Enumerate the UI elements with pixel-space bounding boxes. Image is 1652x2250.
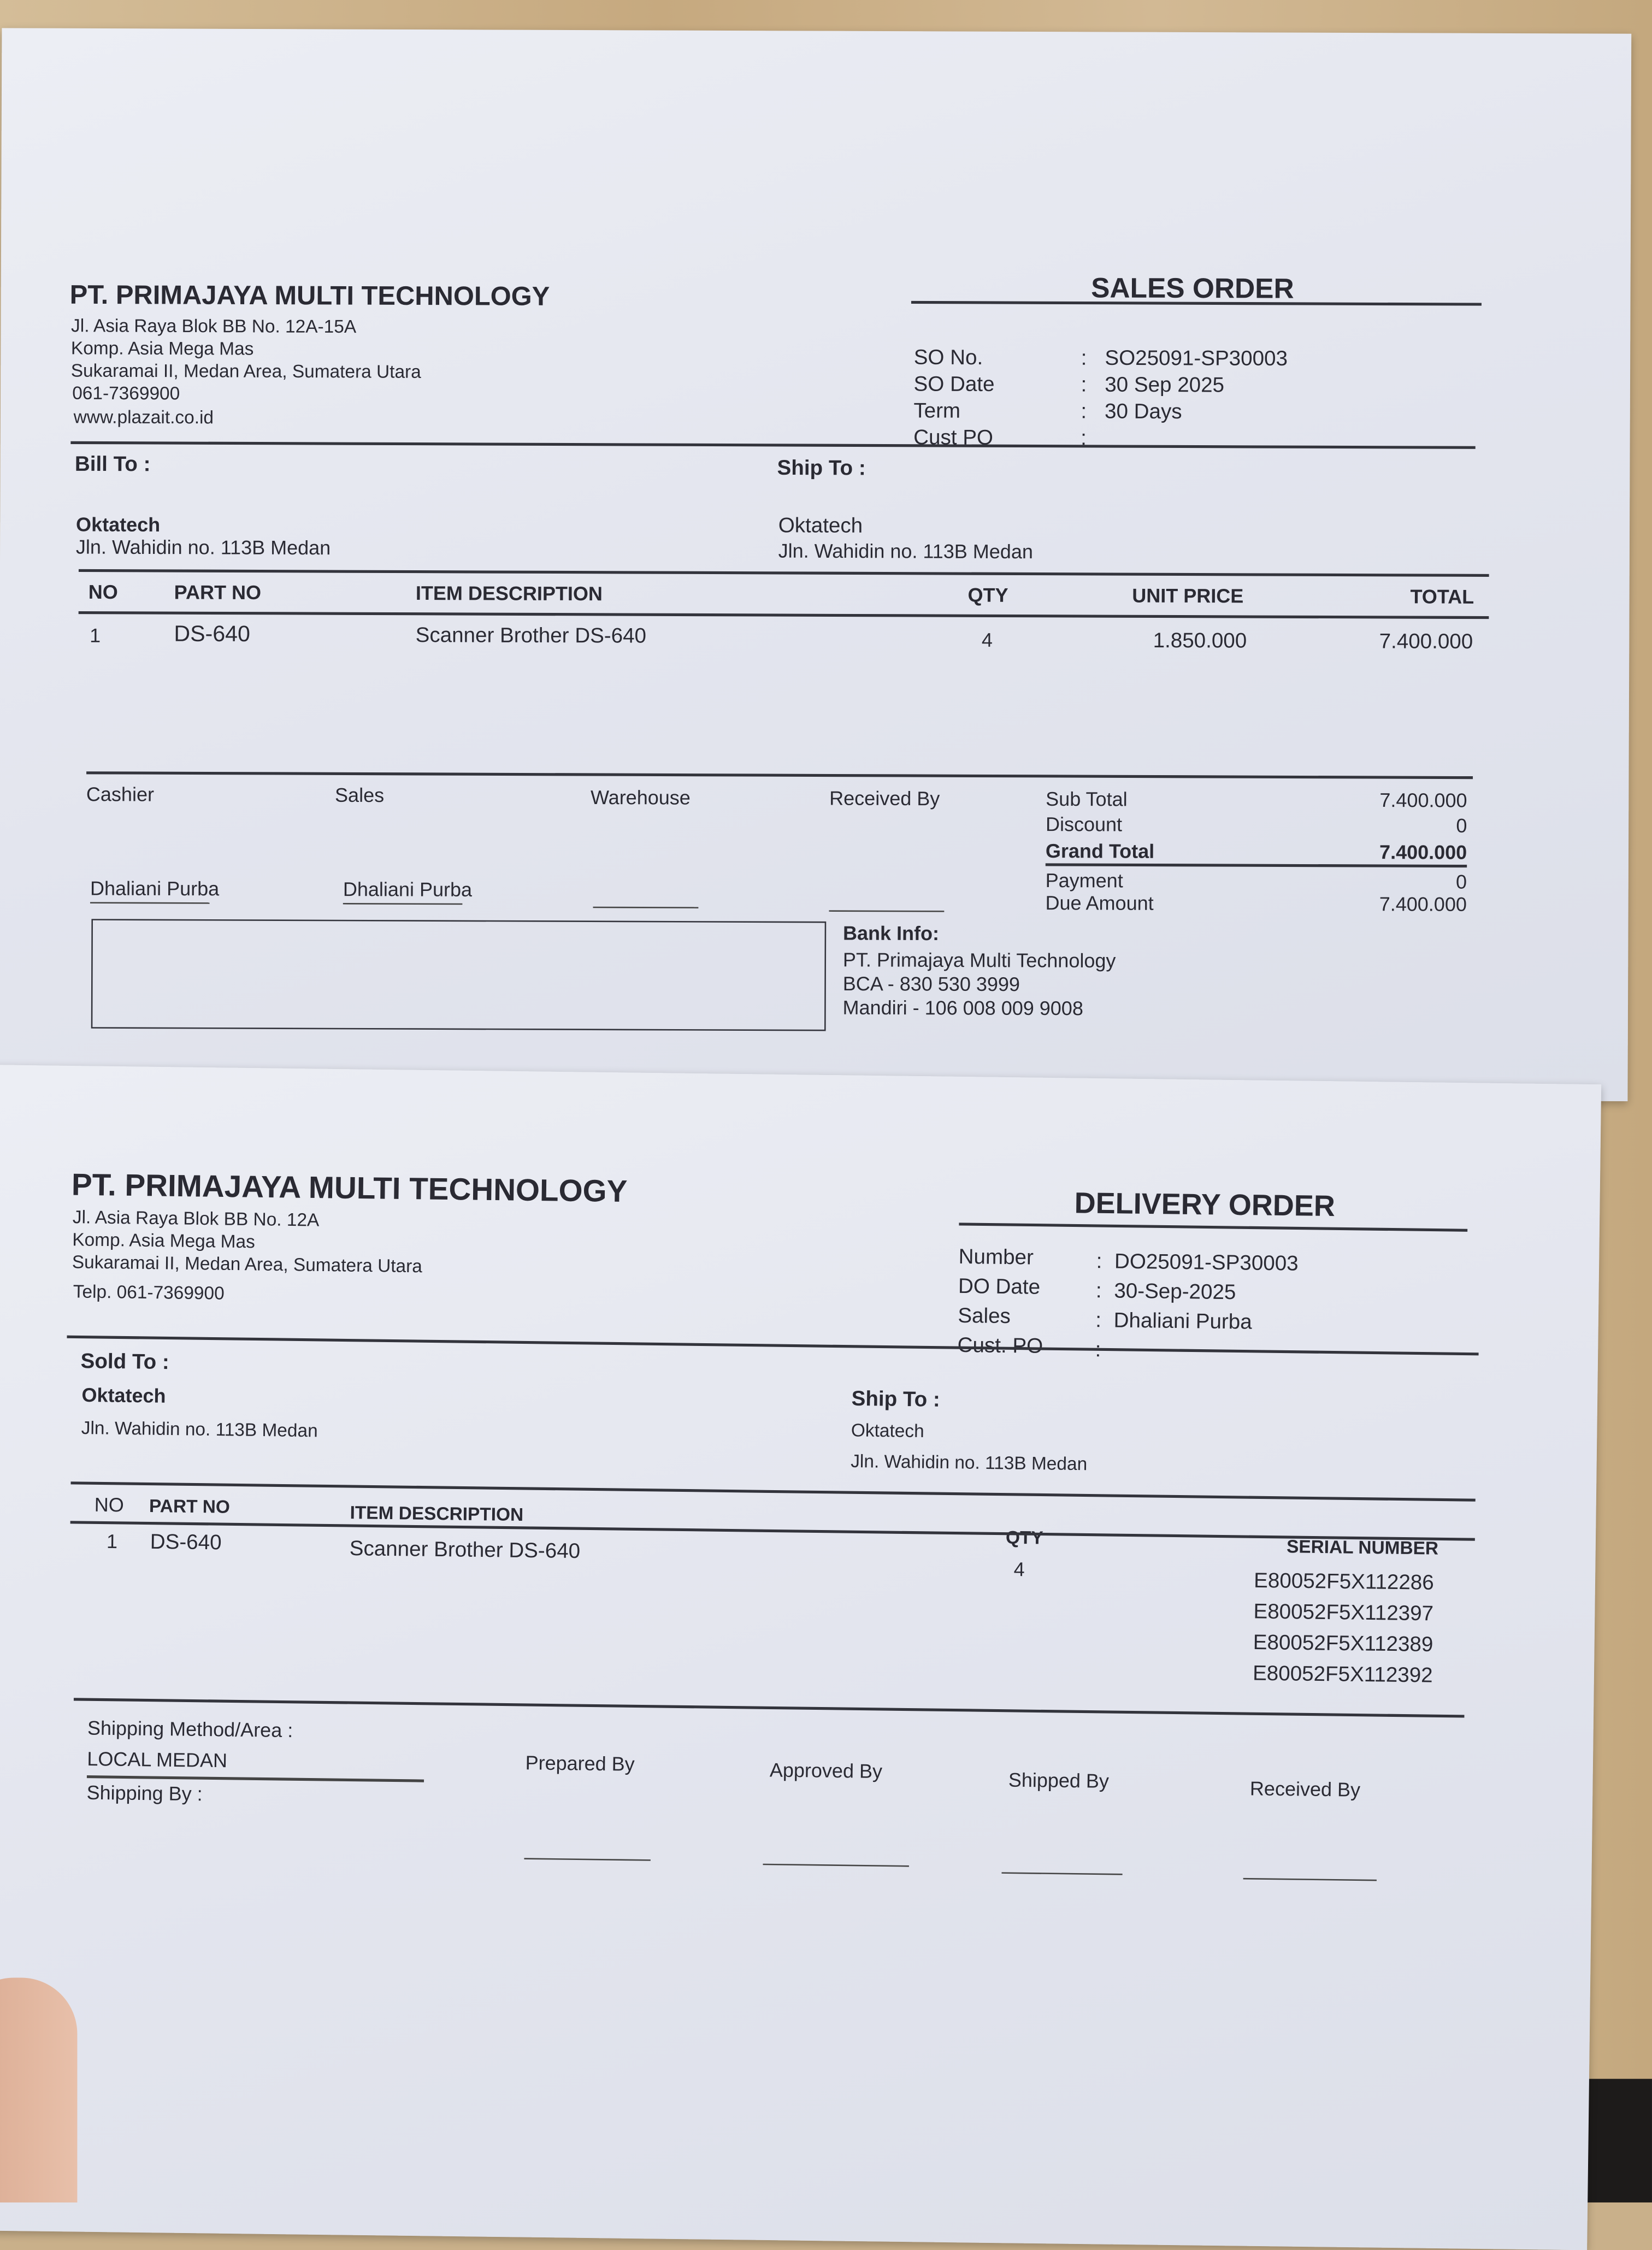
sold-to-name: Oktatech (81, 1383, 166, 1407)
serial-number: E80052F5X112392 (1252, 1662, 1433, 1688)
company-website: www.plazait.co.id (73, 406, 214, 428)
meta-value: 30-Sep-2025 (1114, 1279, 1236, 1305)
row-no: 1 (90, 624, 101, 647)
bill-to-label: Bill To : (74, 452, 151, 477)
notes-box (91, 919, 827, 1031)
row-description: Scanner Brother DS-640 (349, 1537, 581, 1564)
signature-label: Approved By (769, 1758, 883, 1782)
ship-to-address: Jln. Wahidin no. 113B Medan (778, 539, 1034, 563)
row-qty: 4 (1013, 1557, 1025, 1580)
meta-value: 30 Days (1105, 400, 1182, 424)
serial-number: E80052F5X112389 (1253, 1631, 1433, 1657)
row-total: 7.400.000 (1379, 630, 1473, 654)
ship-to-name: Oktatech (778, 513, 863, 539)
meta-label: DO Date (958, 1274, 1041, 1300)
bank-line: BCA - 830 530 3999 (842, 972, 1020, 995)
column-header: NO (88, 580, 118, 603)
row-part-no: DS-640 (150, 1530, 222, 1555)
column-header: UNIT PRICE (1132, 584, 1244, 607)
delivery-order-document: PT. PRIMAJAYA MULTI TECHNOLOGY Jl. Asia … (0, 1065, 1602, 2250)
colon: : (1081, 346, 1087, 371)
signature-label: Received By (1249, 1776, 1361, 1801)
column-header: TOTAL (1410, 584, 1474, 608)
totals-value: 7.400.000 (1379, 788, 1467, 812)
company-address: Sukaramai II, Medan Area, Sumatera Utara (70, 359, 421, 382)
ship-to-name: Oktatech (851, 1419, 924, 1442)
company-address: Jl. Asia Raya Blok BB No. 12A (72, 1206, 320, 1231)
meta-label: SO Date (913, 373, 995, 397)
column-header: ITEM DESCRIPTION (350, 1502, 524, 1525)
company-address: Komp. Asia Mega Mas (70, 337, 254, 359)
company-address: Sukaramai II, Medan Area, Sumatera Utara (72, 1251, 423, 1277)
totals-value: 7.400.000 (1379, 840, 1467, 864)
serial-number: E80052F5X112286 (1253, 1569, 1434, 1596)
totals-value: 7.400.000 (1379, 892, 1467, 916)
sold-to-address: Jln. Wahidin no. 113B Medan (81, 1417, 318, 1442)
meta-label: Number (958, 1245, 1034, 1270)
totals-value: 0 (1455, 870, 1467, 893)
column-header: NO (94, 1493, 124, 1516)
signature-label: Sales (335, 783, 385, 806)
totals-label: Discount (1045, 812, 1123, 836)
colon: : (1095, 1308, 1102, 1333)
company-address: Komp. Asia Mega Mas (72, 1229, 256, 1253)
sales-order-document: PT. PRIMAJAYA MULTI TECHNOLOGY Jl. Asia … (0, 28, 1632, 1102)
shipping-by-label: Shipping By : (86, 1781, 203, 1805)
signature-label: Shipped By (1008, 1768, 1110, 1792)
meta-value: SO25091-SP30003 (1105, 346, 1288, 371)
serial-number: E80052F5X112397 (1253, 1599, 1434, 1626)
colon: : (1081, 373, 1087, 397)
signature-label: Warehouse (591, 786, 691, 809)
row-part-no: DS-640 (174, 623, 250, 647)
row-no: 1 (106, 1529, 118, 1552)
column-header: PART NO (149, 1495, 231, 1517)
row-qty: 4 (981, 628, 993, 651)
company-name: PT. PRIMAJAYA MULTI TECHNOLOGY (71, 1167, 628, 1209)
colon: : (1095, 1279, 1102, 1303)
signature-name: Dhaliani Purba (90, 877, 220, 900)
totals-label: Sub Total (1046, 787, 1128, 811)
row-unit-price: 1.850.000 (1153, 629, 1247, 653)
totals-label: Grand Total (1045, 839, 1155, 863)
company-phone: 061-7369900 (72, 382, 180, 404)
finger (0, 1977, 78, 2202)
bank-info-label: Bank Info: (842, 922, 940, 944)
meta-label: SO No. (913, 346, 983, 370)
totals-label: Payment (1045, 869, 1123, 892)
colon: : (1081, 399, 1087, 424)
column-header: ITEM DESCRIPTION (415, 581, 603, 605)
column-header: QTY (1005, 1526, 1043, 1549)
ship-to-address: Jln. Wahidin no. 113B Medan (851, 1450, 1088, 1474)
shipping-method-value: LOCAL MEDAN (87, 1747, 228, 1771)
bank-line: PT. Primajaya Multi Technology (842, 948, 1116, 972)
bank-line: Mandiri - 106 008 009 9008 (842, 996, 1083, 1019)
sold-to-label: Sold To : (80, 1349, 170, 1375)
company-phone: Telp. 061-7369900 (73, 1280, 225, 1304)
signature-label: Prepared By (525, 1751, 635, 1775)
company-name: PT. PRIMAJAYA MULTI TECHNOLOGY (69, 281, 550, 312)
signature-name: Dhaliani Purba (343, 877, 473, 901)
signature-label: Received By (829, 787, 940, 810)
meta-label: Sales (958, 1304, 1011, 1329)
colon: : (1096, 1249, 1102, 1274)
bill-to-name: Oktatech (76, 512, 161, 536)
signature-label: Cashier (86, 782, 155, 806)
document-title: DELIVERY ORDER (1074, 1188, 1336, 1224)
ship-to-label: Ship To : (777, 456, 866, 481)
shipping-method-label: Shipping Method/Area : (87, 1716, 293, 1741)
column-header: QTY (967, 583, 1008, 606)
meta-value: 30 Sep 2025 (1105, 373, 1225, 398)
totals-label: Due Amount (1045, 891, 1154, 914)
totals-value: 0 (1456, 814, 1467, 837)
column-header: PART NO (174, 581, 262, 604)
meta-value: Dhaliani Purba (1113, 1309, 1252, 1334)
ship-to-label: Ship To : (851, 1387, 940, 1413)
company-address: Jl. Asia Raya Blok BB No. 12A-15A (71, 315, 357, 337)
meta-value: DO25091-SP30003 (1114, 1250, 1299, 1276)
meta-label: Term (913, 399, 961, 423)
row-description: Scanner Brother DS-640 (415, 623, 647, 648)
bill-to-address: Jln. Wahidin no. 113B Medan (75, 535, 331, 559)
